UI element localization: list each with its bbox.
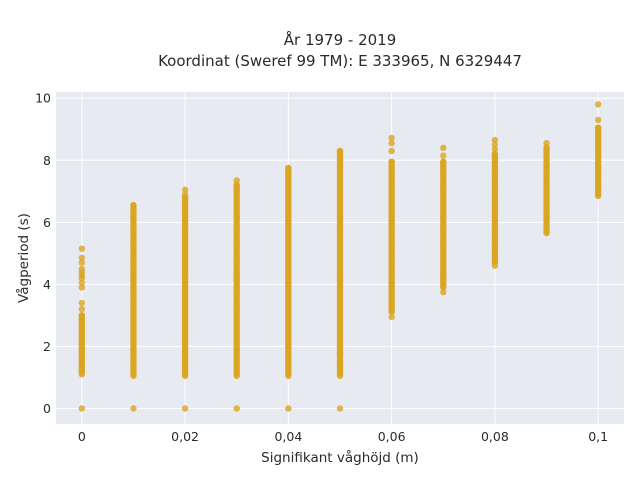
data-point [388,134,395,142]
y-tick-label: 8 [43,153,51,168]
data-point [78,265,86,273]
data-point [233,181,240,189]
chart-subtitle: Koordinat (Sweref 99 TM): E 333965, N 63… [158,52,522,70]
data-point [78,405,86,412]
data-point [78,284,86,291]
y-tick-label: 2 [43,339,51,354]
x-tick-labels: 0 0,02 0,04 0,06 0,08 0,1 [78,429,608,444]
x-tick-label: 0,04 [274,429,302,444]
data-point [543,144,550,152]
data-point [440,158,447,166]
data-point [78,312,86,319]
data-point [594,192,602,200]
data-point [285,164,292,172]
x-axis-label: Signifikant våghöjd (m) [261,449,419,466]
data-point [78,254,86,262]
data-point [233,405,240,412]
x-tick-label: 0,06 [378,429,406,444]
data-point [388,139,395,147]
y-tick-labels: 0 2 4 6 8 10 [35,91,51,416]
data-point [336,147,344,155]
data-point [543,229,550,237]
data-point [388,313,395,321]
data-point [336,358,344,366]
data-point [336,405,344,412]
data-point [285,405,292,412]
data-point [440,152,447,159]
data-point [491,136,499,144]
data-point [491,141,499,148]
x-tick-label: 0 [78,429,86,444]
data-point [594,101,602,108]
data-point [543,139,550,147]
data-point [594,124,602,131]
y-tick-label: 10 [35,91,51,106]
data-point [594,116,602,124]
data-point [388,147,395,155]
data-point [388,158,395,166]
data-points [78,101,602,412]
y-axis-label: Vågperiod (s) [15,213,32,303]
x-tick-label: 0,08 [481,429,509,444]
data-point [78,259,86,266]
data-point [491,262,499,269]
data-point [78,305,86,313]
data-point [336,350,344,358]
data-point [491,150,499,158]
y-tick-label: 6 [43,215,51,230]
data-point [78,279,86,287]
data-point [336,343,344,350]
data-point [491,146,499,153]
y-tick-label: 0 [43,401,51,416]
data-point [233,177,240,184]
data-point [130,405,137,412]
x-tick-label: 0,1 [588,429,608,444]
data-point [130,202,137,209]
data-point [181,186,189,193]
data-point [336,364,344,372]
chart-title: År 1979 - 2019 [284,30,397,49]
x-tick-label: 0,02 [171,429,199,444]
data-point [78,299,86,307]
y-tick-label: 4 [43,277,51,292]
data-point [181,191,189,198]
data-point [440,144,447,152]
data-point [440,288,447,296]
data-point [181,405,189,412]
data-point [78,245,86,252]
